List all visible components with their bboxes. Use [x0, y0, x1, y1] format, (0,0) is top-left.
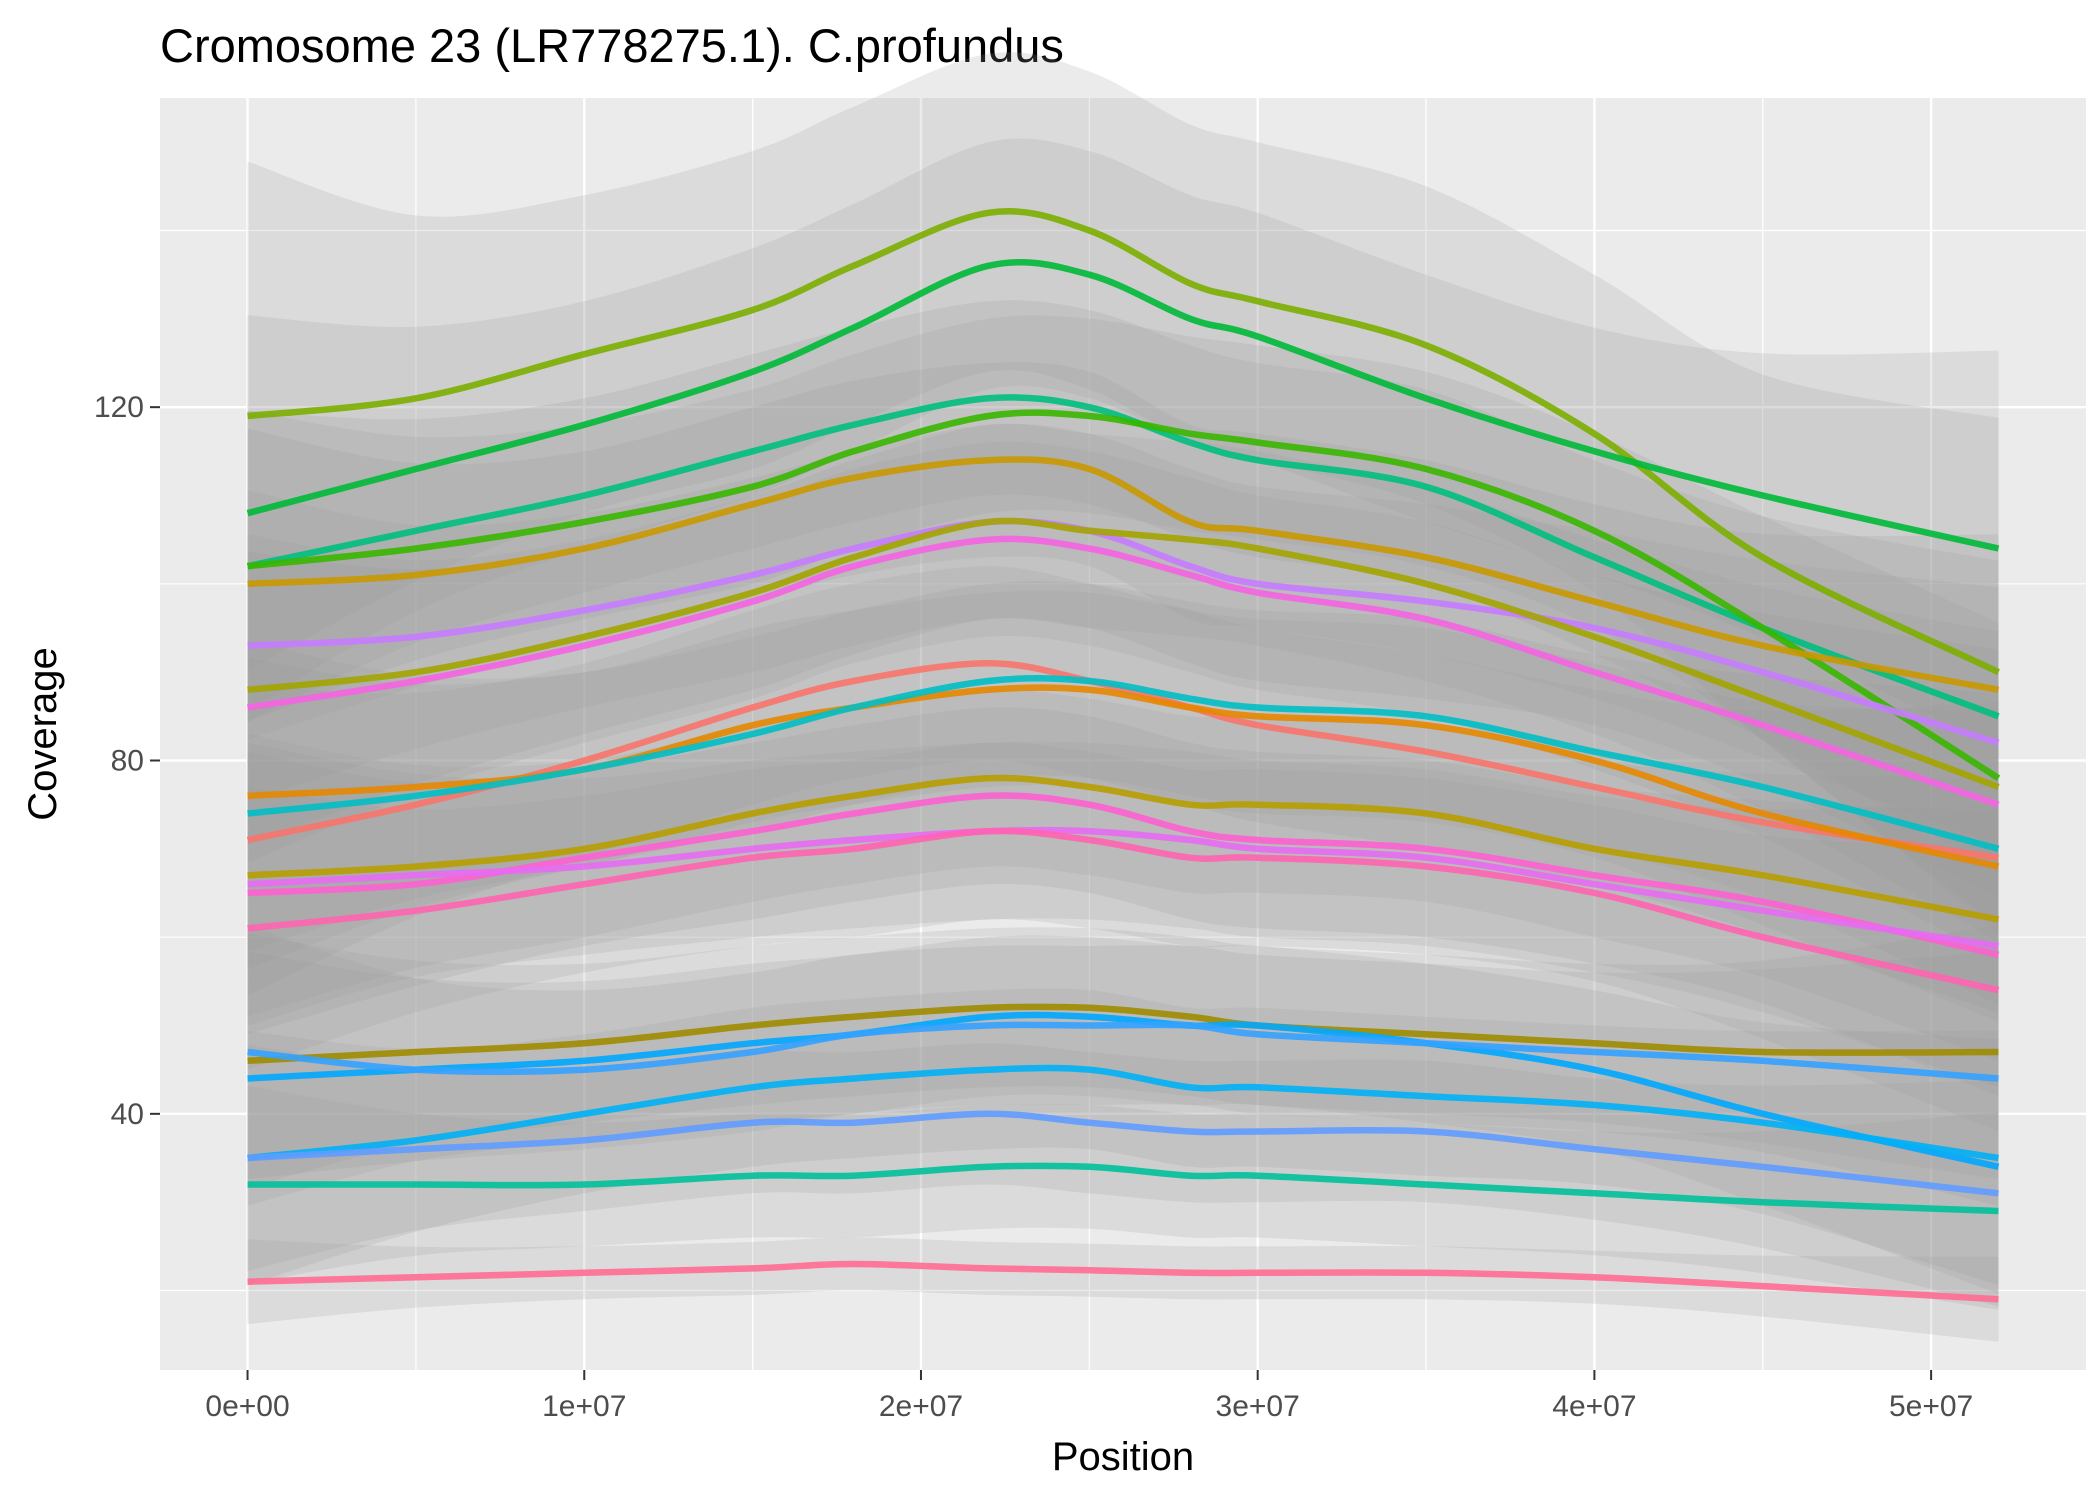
confidence-band-10 [247, 590, 1999, 1022]
confidence-band-1 [247, 52, 1999, 927]
x-axis-title: Position [1052, 1435, 1194, 1479]
x-tick-label: 1e+07 [542, 1390, 626, 1423]
confidence-band-5 [247, 362, 1999, 846]
x-tick-label: 4e+07 [1552, 1390, 1636, 1423]
series-lines [246, 207, 2001, 1303]
axes: 0e+00 1e+07 2e+07 3e+07 4e+07 5e+07 40 80 120 [94, 391, 1973, 1423]
plot-panel [160, 98, 2086, 1370]
confidence-band-17 [247, 935, 1999, 1294]
x-tick-label: 0e+00 [205, 1390, 289, 1423]
series-line-21 [247, 1162, 1999, 1215]
confidence-band-7 [247, 423, 1999, 943]
confidence-band-13 [247, 707, 1999, 1097]
confidence-band-2 [247, 138, 1999, 747]
y-tick-label: 120 [94, 391, 144, 424]
confidence-band-21 [247, 1085, 1999, 1310]
y-tick-label: 40 [111, 1098, 144, 1131]
series-line-12 [247, 774, 2000, 923]
x-tick-label: 2e+07 [879, 1390, 963, 1423]
series-line-2 [246, 258, 2000, 552]
x-tick-label: 3e+07 [1216, 1390, 1300, 1423]
confidence-band-18 [247, 924, 1999, 1206]
x-tick-label: 5e+07 [1889, 1390, 1973, 1423]
series-line-1 [247, 207, 2000, 676]
confidence-band-20 [247, 1043, 1999, 1307]
y-tick-label: 80 [111, 745, 144, 778]
confidence-band-16 [247, 924, 1999, 1188]
series-line-7 [247, 517, 2000, 791]
series-line-19 [247, 1064, 1999, 1162]
confidence-band-9 [247, 566, 1999, 1014]
confidence-band-8 [247, 441, 1999, 961]
confidence-band-22 [247, 1237, 1999, 1342]
series-line-5 [247, 456, 2000, 693]
chart-title: Cromosome 23 (LR778275.1). C.profundus [160, 19, 1064, 72]
series-line-18 [247, 1021, 1999, 1082]
series-line-8 [246, 535, 2000, 808]
series-line-15 [247, 827, 2000, 994]
y-axis-title: Coverage [21, 647, 65, 820]
series-line-3 [246, 394, 2000, 720]
series-line-22 [247, 1260, 1999, 1303]
confidence-band-11 [247, 581, 1999, 1005]
confidence-band-3 [247, 300, 1999, 872]
series-line-11 [247, 674, 2000, 852]
series-line-13 [247, 792, 2000, 958]
series-line-14 [247, 826, 1999, 950]
series-line-4 [247, 409, 2001, 781]
series-line-20 [247, 1110, 1999, 1197]
series-line-16 [247, 1003, 1999, 1065]
series-line-17 [247, 1011, 2000, 1170]
